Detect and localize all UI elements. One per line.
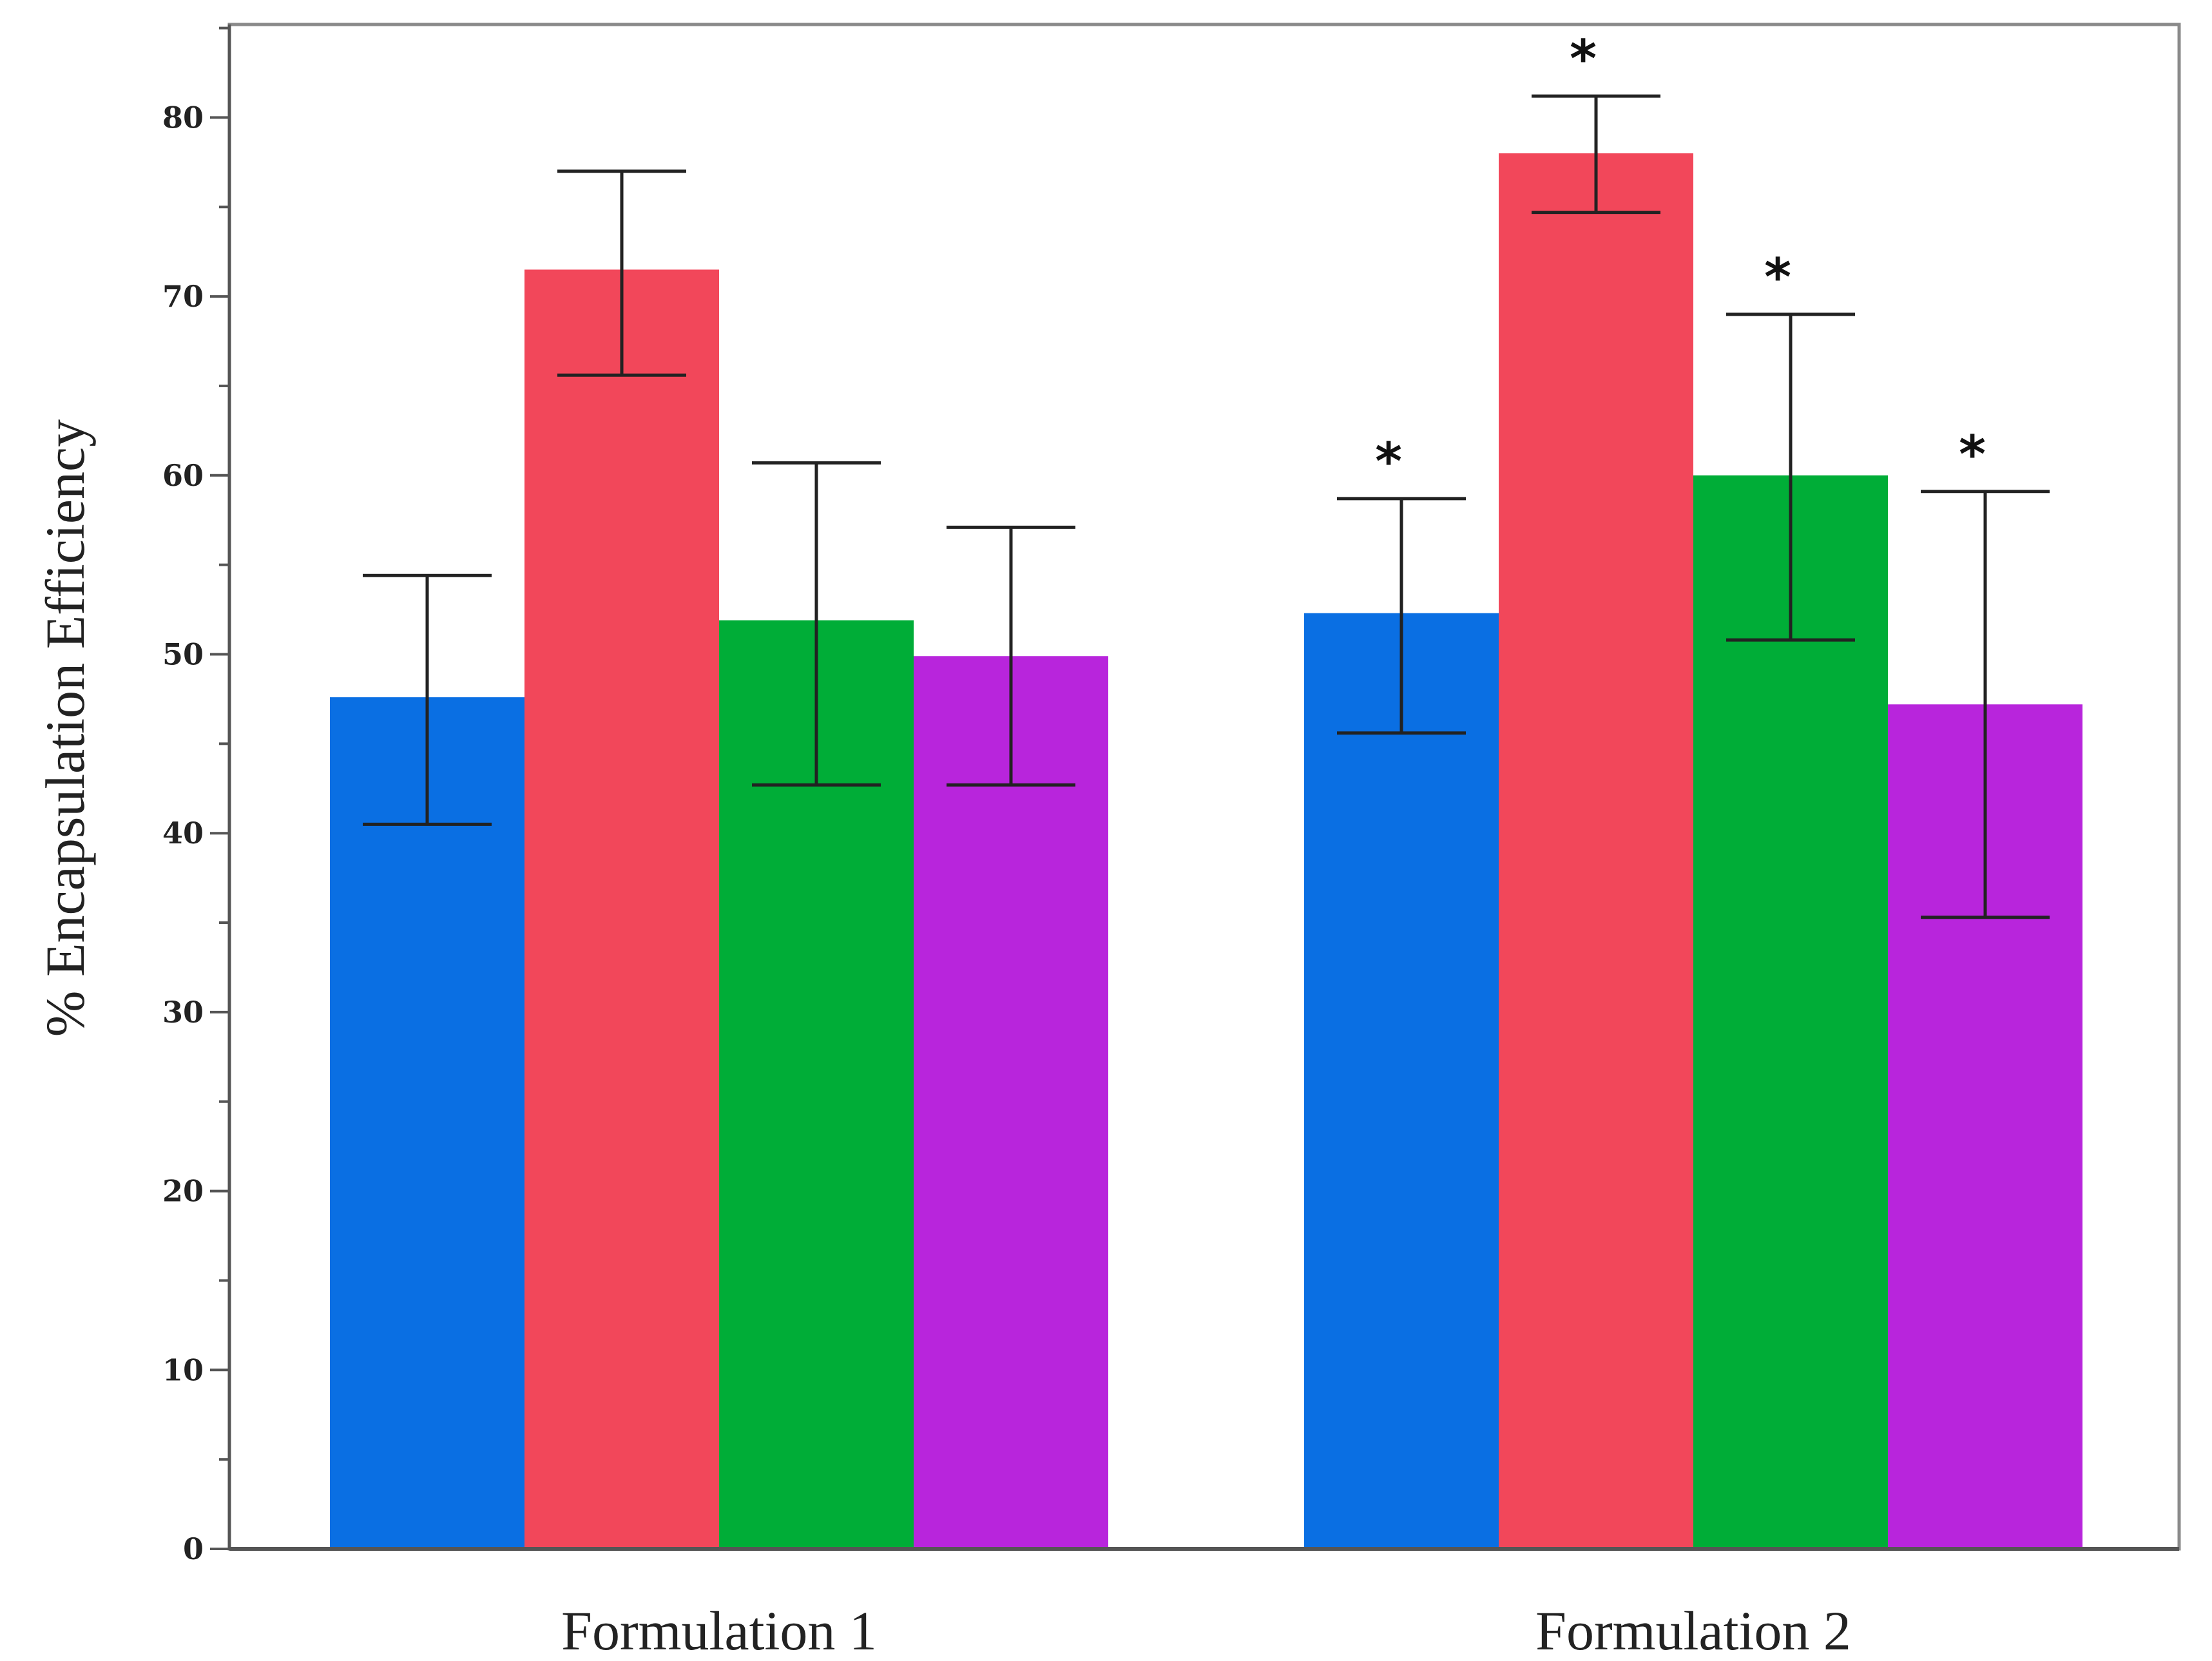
bar-series-2-2 (1499, 153, 1693, 1550)
significance-star: * (1764, 247, 1791, 307)
x-axis: Formulation 1 Formulation 2 (229, 1547, 2179, 1661)
y-tick-label: 0 (183, 1531, 204, 1566)
y-tick-label: 60 (162, 458, 204, 493)
x-category-label: Formulation 2 (1535, 1600, 1851, 1661)
y-tick-label: 40 (162, 816, 204, 850)
significance-markers-group: * * * * (1375, 29, 1986, 492)
y-axis: 0 10 20 30 40 50 60 70 80 (162, 24, 231, 1566)
bar-series-2-1 (524, 269, 719, 1549)
significance-star: * (1570, 29, 1597, 89)
y-tick-label: 30 (162, 995, 204, 1030)
y-tick-label: 50 (162, 637, 204, 672)
significance-star: * (1375, 432, 1402, 492)
y-tick-label: 80 (162, 100, 204, 135)
x-category-label: Formulation 1 (561, 1600, 877, 1661)
bar-series-1-2 (1304, 613, 1499, 1549)
y-tick-label: 70 (162, 279, 204, 314)
bar-series-4-1 (914, 656, 1108, 1549)
y-tick-label: 10 (162, 1352, 204, 1387)
y-tick-label: 20 (162, 1174, 204, 1209)
bar-series-3-2 (1693, 475, 1888, 1549)
bar-series-1-1 (330, 697, 524, 1549)
y-axis-title: % Encapsulation Efficiency (34, 419, 96, 1037)
error-bars-group (363, 94, 2050, 919)
significance-star: * (1959, 425, 1986, 485)
bars-group (330, 153, 2082, 1550)
